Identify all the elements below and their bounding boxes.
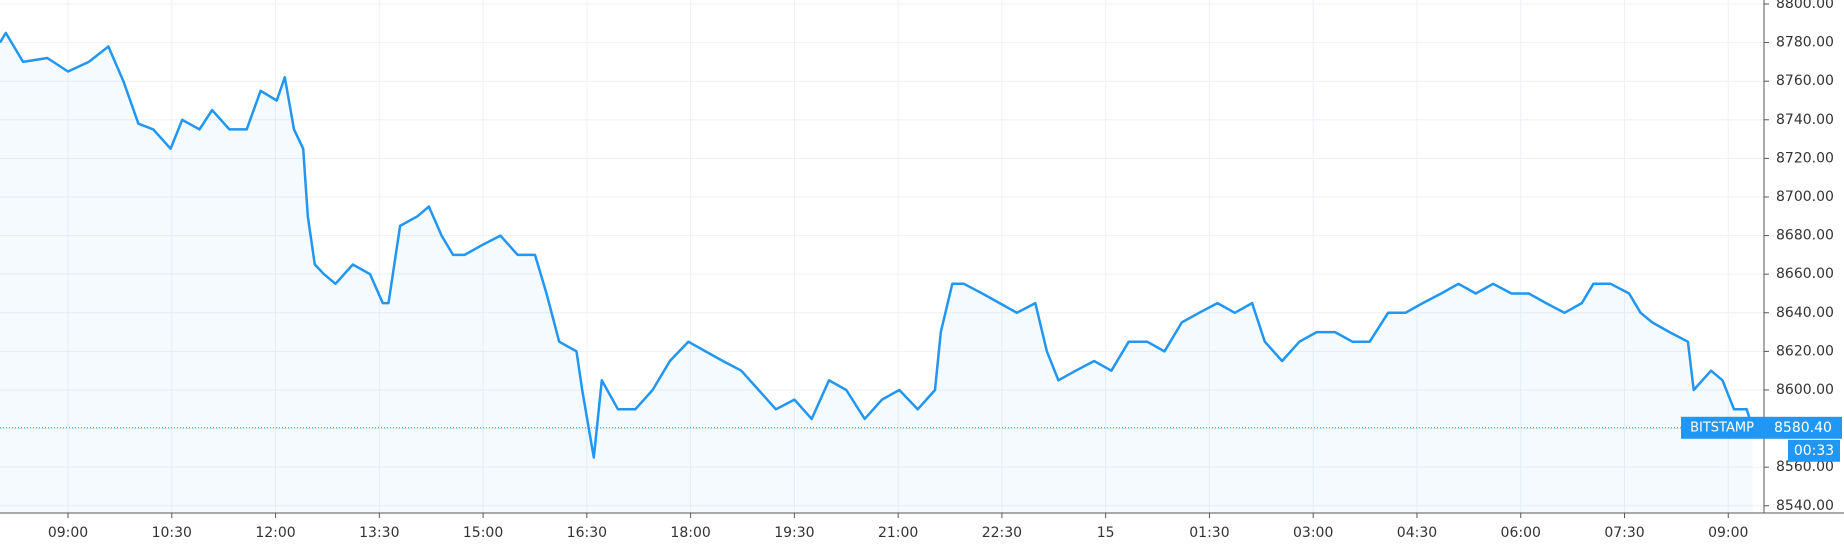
y-tick-label: 8720.00 (1776, 150, 1834, 166)
x-tick-label: 16:30 (567, 525, 607, 541)
x-tick-label: 15:00 (463, 525, 503, 541)
y-tick-label: 8660.00 (1776, 266, 1834, 282)
x-tick-label: 10:30 (152, 525, 192, 541)
x-tick-label: 12:00 (255, 525, 295, 541)
area-fill (0, 32, 1753, 514)
x-tick-label: 03:00 (1293, 525, 1333, 541)
x-tick-label: 13:30 (359, 525, 399, 541)
x-tick-label: 18:00 (670, 525, 710, 541)
y-tick-label: 8640.00 (1776, 305, 1834, 321)
x-tick-label: 07:30 (1604, 525, 1644, 541)
y-tick-label: 8620.00 (1776, 343, 1834, 359)
price-badge (1764, 416, 1842, 439)
x-tick-label: 09:00 (1708, 525, 1748, 541)
x-tick-label: 06:00 (1501, 525, 1541, 541)
source-label: BITSTAMP (1690, 420, 1754, 435)
y-tick-label: 8600.00 (1776, 382, 1834, 398)
x-tick-label: 01:30 (1189, 525, 1229, 541)
x-tick-label: 15 (1097, 525, 1115, 541)
y-tick-label: 8780.00 (1776, 35, 1834, 51)
countdown-badge (1788, 439, 1840, 462)
x-tick-label: 04:30 (1397, 525, 1437, 541)
x-tick-label: 09:00 (48, 525, 88, 541)
x-tick-label: 22:30 (982, 525, 1022, 541)
price-label: 8580.40 (1774, 420, 1832, 436)
source-badge (1681, 416, 1764, 439)
x-tick-label: 19:30 (774, 525, 814, 541)
y-tick-label: 8760.00 (1776, 73, 1834, 89)
y-tick-label: 8740.00 (1776, 112, 1834, 128)
price-line (0, 31, 1754, 459)
y-tick-label: 8680.00 (1776, 228, 1834, 244)
x-tick-label: 21:00 (878, 525, 918, 541)
y-tick-label: 8540.00 (1776, 498, 1834, 514)
countdown-label: 00:33 (1794, 443, 1834, 459)
y-tick-label: 8560.00 (1776, 459, 1834, 475)
y-tick-label: 8700.00 (1776, 189, 1834, 205)
y-tick-label: 8800.00 (1776, 0, 1834, 12)
